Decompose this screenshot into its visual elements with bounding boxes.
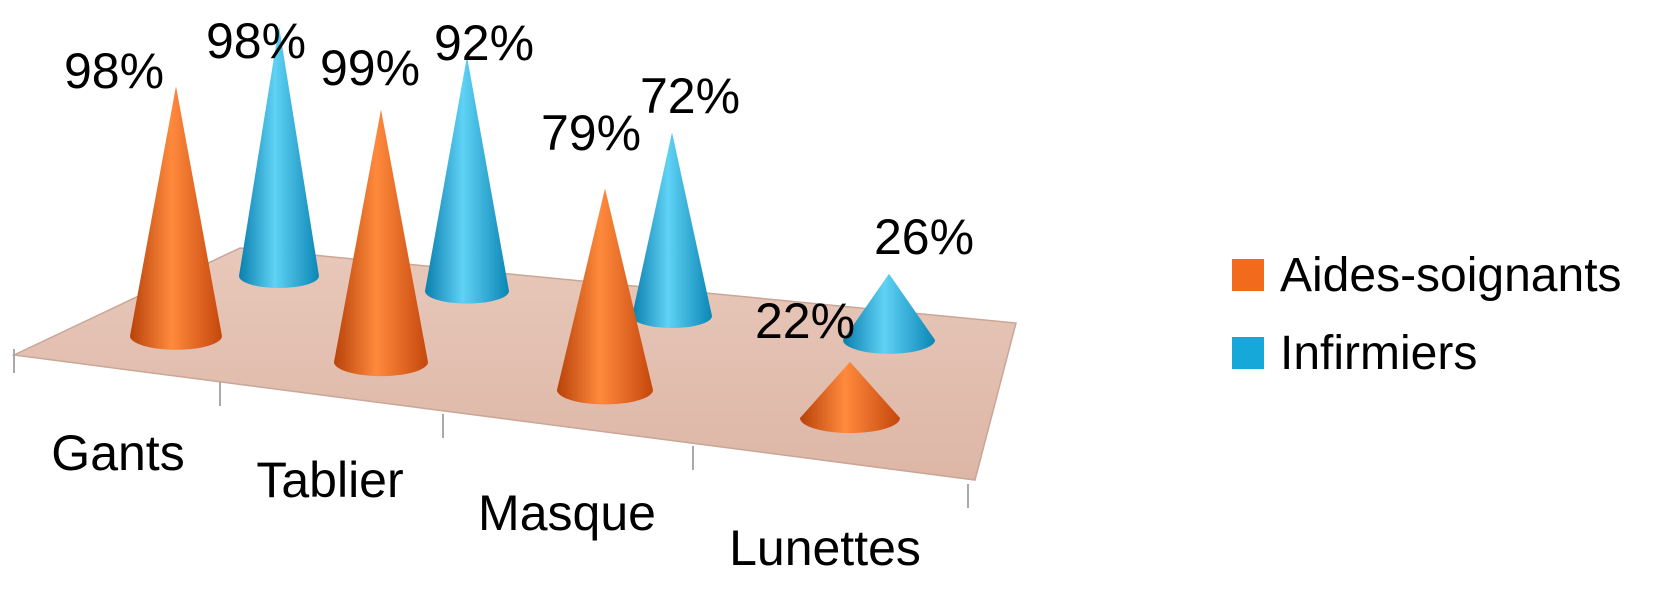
cone-aides-soignants-lunettes-body [800,361,900,433]
data-label-aides-soignants-lunettes: 22% [755,293,855,349]
cone-infirmiers-tablier-body [425,56,509,304]
cone-aides-soignants-tablier [334,109,428,377]
cone-infirmiers-masque-body [632,132,712,328]
legend-swatch-infirmiers [1232,337,1264,369]
cone-aides-soignants-lunettes [800,361,900,433]
category-label-lunettes: Lunettes [729,520,921,576]
cone-infirmiers-lunettes-body [843,273,935,354]
category-label-masque: Masque [478,485,656,541]
cone-aides-soignants-masque-body [557,188,653,405]
cone-aides-soignants-masque [557,188,653,405]
cone-infirmiers-gants [239,26,319,288]
data-label-infirmiers-masque: 72% [640,68,740,124]
cone-infirmiers-masque [632,132,712,328]
data-label-infirmiers-tablier: 92% [434,15,534,71]
data-label-aides-soignants-masque: 79% [541,105,641,161]
legend-label: Aides-soignants [1280,248,1622,302]
category-label-gants: Gants [51,425,184,481]
cone-infirmiers-lunettes [843,273,935,354]
legend-label: Infirmiers [1280,326,1478,380]
legend-swatch-aides-soignants [1232,259,1264,291]
cone-infirmiers-gants-body [239,26,319,288]
cone-aides-soignants-gants [130,86,222,350]
cone-infirmiers-tablier [425,56,509,304]
data-label-aides-soignants-gants: 98% [64,43,164,99]
category-label-tablier: Tablier [256,452,403,508]
legend-item-aides-soignants[interactable]: Aides-soignants [1232,236,1622,314]
legend: Aides-soignants Infirmiers [1232,236,1622,392]
legend-item-infirmiers[interactable]: Infirmiers [1232,314,1622,392]
data-label-aides-soignants-tablier: 99% [320,40,420,96]
data-label-infirmiers-lunettes: 26% [874,209,974,265]
data-label-infirmiers-gants: 98% [206,13,306,69]
cone-aides-soignants-gants-body [130,86,222,350]
cone-aides-soignants-tablier-body [334,109,428,377]
